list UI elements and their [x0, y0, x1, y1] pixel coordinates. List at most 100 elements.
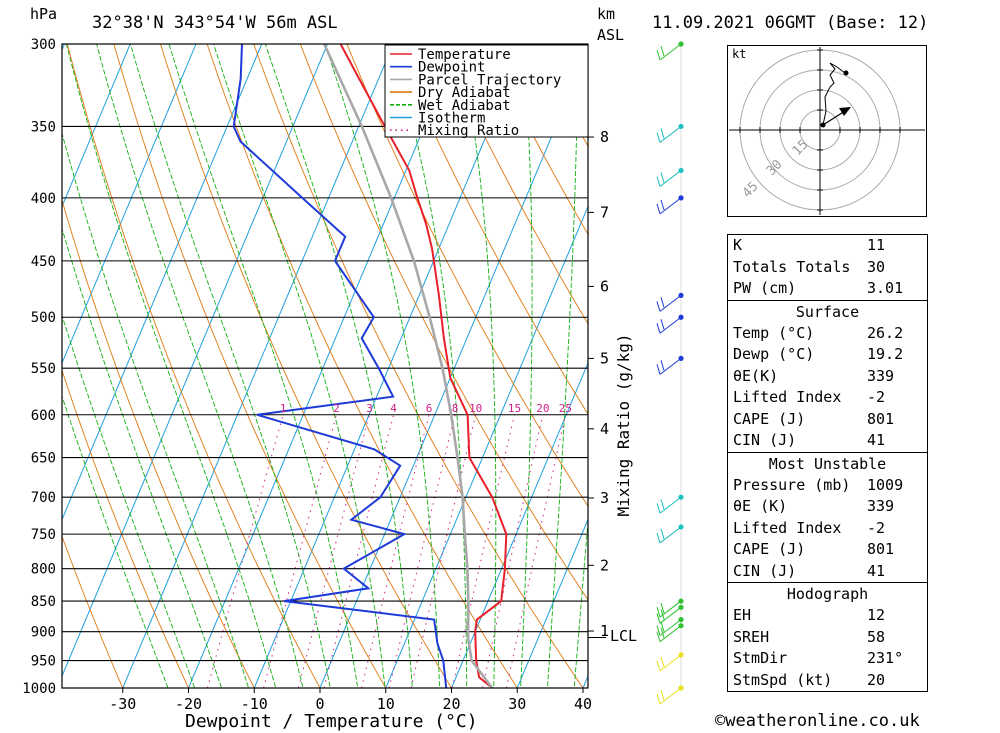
wind-barb-staff — [659, 126, 682, 143]
pressure-tick-label: 450 — [31, 254, 56, 270]
wind-barb-staff — [659, 295, 682, 312]
isotherm-line — [62, 44, 329, 678]
mixing-ratio-label: 4 — [390, 402, 397, 415]
hodograph-trace — [822, 62, 846, 126]
km-tick-label: 2 — [600, 556, 609, 574]
wind-barb-staff — [659, 625, 682, 643]
pressure-tick-label: 850 — [31, 594, 56, 610]
pressure-tick-label: 500 — [31, 310, 56, 326]
wind-barb-staff — [659, 526, 682, 544]
surface-header: Surface — [728, 299, 927, 323]
wind-barb-staff — [659, 43, 682, 61]
stat-surface-dewp: Dewp (°C) 19.2 — [733, 345, 904, 363]
wet-adiabat-line — [129, 44, 331, 688]
wind-barb-feather — [656, 203, 661, 215]
stat-storm-speed: StmSpd (kt) 20 — [733, 670, 886, 689]
stat-storm-dir: StmDir 231° — [733, 649, 904, 667]
wind-barb-feather — [660, 360, 665, 371]
wind-barb-feather — [656, 693, 661, 705]
isotherm-line — [385, 205, 588, 688]
stat-surface-lifted-index: Lifted Index -2 — [733, 388, 886, 406]
temperature-tick-label: 20 — [442, 695, 460, 713]
hodograph: kt 15 30 45 — [727, 45, 927, 217]
pressure-tick-label: 950 — [31, 654, 56, 670]
legend-label: Wet Adiabat — [418, 98, 511, 114]
wet-adiabat-line — [213, 44, 386, 688]
pressure-unit-label: hPa — [30, 5, 58, 23]
wind-barb-staff — [659, 619, 682, 637]
wind-barb — [656, 606, 682, 624]
wind-barb-staff — [659, 654, 682, 672]
pressure-tick-label: 900 — [31, 625, 56, 641]
wind-barb-staff — [659, 358, 682, 375]
storm-motion-arrowhead — [839, 107, 851, 116]
wind-barb-feather — [656, 301, 661, 312]
wind-barbs — [656, 41, 684, 705]
wind-barb — [656, 316, 682, 334]
pressure-tick-label: 550 — [31, 361, 56, 377]
wind-barb-feather — [656, 532, 661, 544]
wind-barb-feather — [660, 609, 665, 620]
temperature-tick-label: 10 — [377, 695, 395, 713]
temperature-tick-label: 0 — [315, 695, 324, 713]
dry-adiabat-line — [574, 0, 730, 714]
wind-barb-feather — [660, 45, 665, 57]
wind-barb-feather — [660, 319, 665, 330]
wind-barb-staff — [659, 197, 682, 215]
hodograph-frame — [727, 45, 927, 217]
temperature-tick-label: -10 — [241, 695, 268, 713]
temperature-tick-label: 30 — [508, 695, 526, 713]
mixing-ratio-line — [297, 414, 370, 688]
stat-totals-totals: Totals Totals 30 — [733, 257, 886, 276]
isotherm-line — [62, 44, 263, 521]
dry-adiabat-line — [113, 44, 387, 688]
wind-barb — [656, 526, 682, 544]
wind-barb — [656, 126, 682, 143]
legend-label: Dry Adiabat — [418, 85, 511, 101]
wind-barb-feather — [660, 689, 665, 701]
lcl-label: LCL — [610, 627, 637, 645]
wind-barb — [656, 496, 682, 514]
wind-barb-feather — [656, 176, 661, 187]
dry-adiabat-line — [253, 44, 584, 688]
stat-mu-lifted-index: Lifted Index -2 — [733, 518, 886, 537]
mixing-ratio-label: 15 — [508, 402, 521, 415]
wind-barb-feather — [656, 613, 661, 624]
stats-panel: K 11 Totals Totals 30 PW (cm) 3.01 Surface … — [727, 234, 928, 692]
wind-barb-feather — [660, 172, 665, 183]
mixing-ratio-line — [361, 414, 430, 688]
hodograph-plot — [729, 47, 925, 215]
stat-surface-cape: CAPE (J) 801 — [733, 409, 895, 428]
wind-barb — [656, 170, 682, 187]
wind-barb — [656, 687, 682, 705]
mixing-ratio-line — [263, 414, 337, 688]
wind-barb-feather — [656, 364, 661, 375]
legend-label: Dewpoint — [418, 60, 485, 76]
legend-label: Mixing Ratio — [418, 123, 519, 139]
wind-barb-feather — [660, 528, 665, 540]
hodograph-unit: kt — [732, 47, 746, 61]
hodograph-end-marker — [843, 70, 849, 76]
dry-adiabat-line — [160, 44, 453, 688]
isotherm-line — [62, 44, 197, 365]
wind-barb — [656, 197, 682, 215]
wet-adiabat-line — [62, 131, 249, 688]
mixing-ratio-label: 8 — [452, 402, 459, 415]
credit-link[interactable]: ©weatheronline.co.uk — [715, 711, 920, 731]
mixing-ratio-line — [506, 414, 566, 688]
mixing-ratio-line — [482, 414, 544, 688]
km-tick-label: 6 — [600, 277, 609, 295]
location-title: 32°38'N 343°54'W 56m ASL — [92, 13, 338, 33]
legend-box — [384, 44, 589, 138]
mixing-ratio-label: 6 — [426, 402, 433, 415]
wind-barb — [656, 654, 682, 672]
wind-barb-feather — [656, 49, 661, 61]
wind-barb-feather — [660, 627, 665, 638]
km-tick-label: 7 — [600, 203, 609, 221]
wind-barb-feather — [660, 128, 665, 139]
pressure-tick-label: 600 — [31, 408, 56, 424]
wind-barb — [656, 625, 682, 643]
wind-barb — [656, 600, 682, 618]
asl-label: ASL — [597, 26, 625, 44]
pressure-tick-label: 350 — [31, 119, 56, 135]
